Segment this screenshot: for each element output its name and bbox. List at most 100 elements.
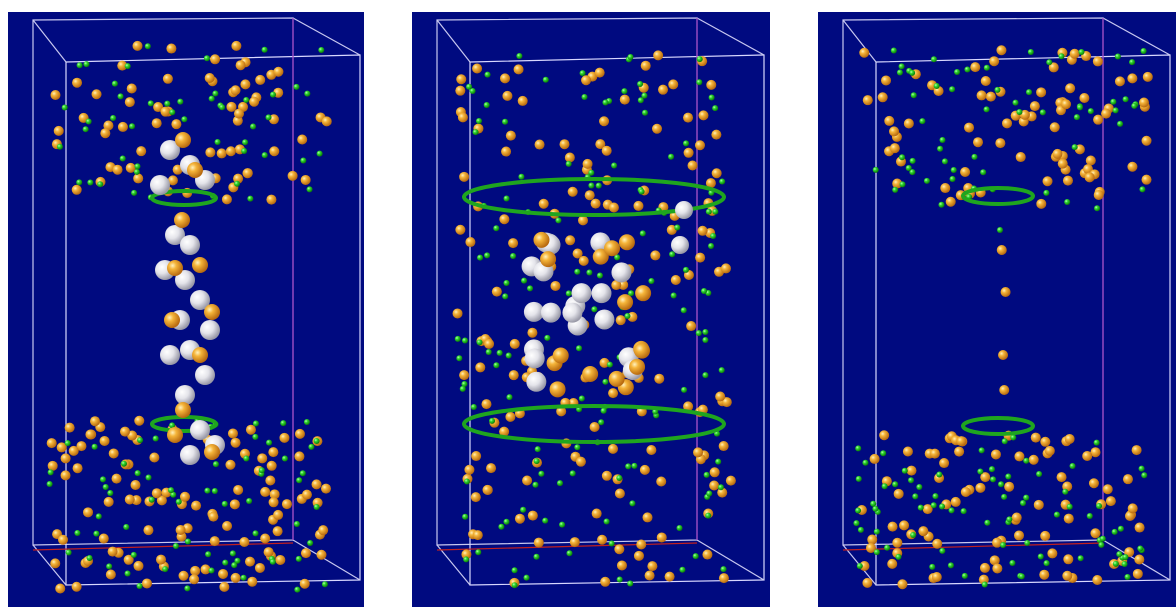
white-atom (594, 309, 614, 329)
orange-atom (981, 76, 991, 86)
orange-atom (998, 350, 1008, 360)
green-atom (103, 484, 109, 490)
green-atom (939, 503, 945, 509)
green-atom (135, 470, 141, 476)
green-atom (712, 209, 718, 215)
green-atom (504, 196, 510, 202)
green-atom (566, 161, 572, 167)
green-atom (471, 404, 477, 410)
green-atom (489, 418, 495, 424)
orange-atom (484, 339, 494, 349)
green-atom (1141, 472, 1147, 478)
orange-atom (92, 89, 102, 99)
orange-atom (297, 134, 307, 144)
orange-atom (539, 199, 549, 209)
white-atom (525, 348, 545, 368)
orange-atom (635, 285, 651, 301)
orange-atom (192, 257, 208, 273)
orange-atom (48, 461, 58, 471)
orange-atom (956, 436, 966, 446)
green-atom (317, 151, 323, 157)
orange-atom (1012, 512, 1022, 522)
orange-atom (458, 112, 468, 122)
green-atom (476, 118, 482, 124)
orange-atom (465, 237, 475, 247)
green-atom (617, 576, 623, 582)
green-atom (57, 144, 63, 150)
orange-atom (472, 63, 482, 73)
green-atom (961, 508, 967, 514)
orange-atom (553, 348, 569, 364)
green-atom (853, 520, 859, 526)
green-atom (1019, 573, 1025, 579)
orange-atom (471, 451, 481, 461)
green-atom (855, 507, 861, 513)
orange-atom (1079, 93, 1089, 103)
orange-atom (878, 92, 888, 102)
green-atom (962, 573, 968, 579)
orange-atom (986, 92, 996, 102)
green-atom (954, 69, 960, 75)
green-atom (1131, 103, 1137, 109)
orange-atom (459, 172, 469, 182)
orange-atom (576, 457, 586, 467)
orange-atom (617, 294, 633, 310)
orange-atom (918, 526, 928, 536)
white-atom (175, 385, 195, 405)
green-atom (493, 362, 499, 368)
green-atom (882, 483, 888, 489)
orange-atom (665, 572, 675, 582)
orange-atom (72, 78, 82, 88)
orange-atom (69, 446, 79, 456)
orange-atom (192, 347, 208, 363)
green-atom (506, 353, 512, 359)
orange-atom (930, 449, 940, 459)
orange-atom (656, 477, 666, 487)
orange-atom (301, 175, 311, 185)
orange-atom (867, 535, 877, 545)
green-atom (637, 81, 643, 87)
green-atom (1112, 529, 1118, 535)
green-atom (984, 106, 990, 112)
orange-atom (506, 131, 516, 141)
orange-atom (475, 362, 485, 372)
orange-atom (977, 90, 987, 100)
white-atom (150, 175, 170, 195)
green-atom (916, 484, 922, 490)
green-atom (1096, 503, 1102, 509)
orange-atom (1043, 176, 1053, 186)
green-atom (702, 372, 708, 378)
green-atom (77, 62, 83, 68)
orange-atom (222, 521, 232, 531)
orange-atom (585, 190, 595, 200)
green-atom (502, 293, 508, 299)
green-atom (455, 336, 461, 342)
green-atom (512, 567, 518, 573)
green-atom (1139, 466, 1145, 472)
orange-atom (205, 73, 215, 83)
orange-atom (61, 453, 71, 463)
green-atom (566, 290, 572, 296)
orange-atom (620, 95, 630, 105)
green-atom (668, 154, 674, 160)
orange-atom (719, 441, 729, 451)
orange-atom (999, 385, 1009, 395)
green-atom (681, 307, 687, 313)
orange-atom (226, 146, 236, 156)
orange-atom (249, 97, 259, 107)
orange-atom (1029, 455, 1039, 465)
white-atom (591, 283, 611, 303)
orange-atom (509, 370, 519, 380)
white-atom (180, 235, 200, 255)
green-atom (66, 549, 72, 555)
green-atom (1000, 542, 1006, 548)
orange-atom (257, 453, 267, 463)
green-atom (307, 540, 313, 546)
orange-atom (180, 492, 190, 502)
green-atom (462, 338, 468, 344)
green-atom (535, 446, 541, 452)
green-atom (937, 146, 943, 152)
green-atom (1094, 205, 1100, 211)
green-atom (648, 278, 654, 284)
orange-atom (602, 146, 612, 156)
